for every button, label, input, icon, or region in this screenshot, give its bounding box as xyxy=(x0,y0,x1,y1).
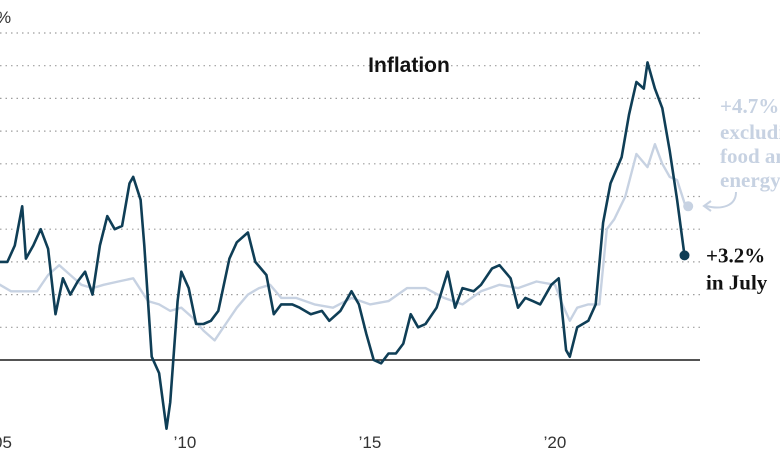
headline-period-label: in July xyxy=(706,270,768,294)
y-tick-label: % xyxy=(0,8,11,27)
core-label-connector xyxy=(705,191,737,209)
core-label-line-4: energy xyxy=(720,168,780,192)
series-endpoint-core xyxy=(683,201,694,212)
core-connector-arrowhead xyxy=(702,200,712,212)
core-label-line-3: food and xyxy=(720,144,780,168)
annotations: +4.7% excluding food and energy +3.2% in… xyxy=(702,94,780,294)
x-tick-label: ’15 xyxy=(359,433,382,452)
series-line-core xyxy=(0,142,690,342)
chart-title: Inflation xyxy=(368,54,450,77)
x-tick-label: ’10 xyxy=(174,433,197,452)
x-tick-label: ’20 xyxy=(544,433,567,452)
axis-tick-labels: % 05 ’10 ’15 ’20 xyxy=(0,8,566,452)
core-label-line-2: excluding xyxy=(720,120,780,144)
headline-value-label: +3.2% xyxy=(706,243,765,267)
series-endpoint-headline xyxy=(679,250,690,261)
x-tick-label: 05 xyxy=(0,433,12,452)
data-series xyxy=(0,61,694,431)
series-line-headline xyxy=(0,61,686,431)
grid-lines xyxy=(0,32,700,361)
core-value-label: +4.7% xyxy=(720,94,779,118)
